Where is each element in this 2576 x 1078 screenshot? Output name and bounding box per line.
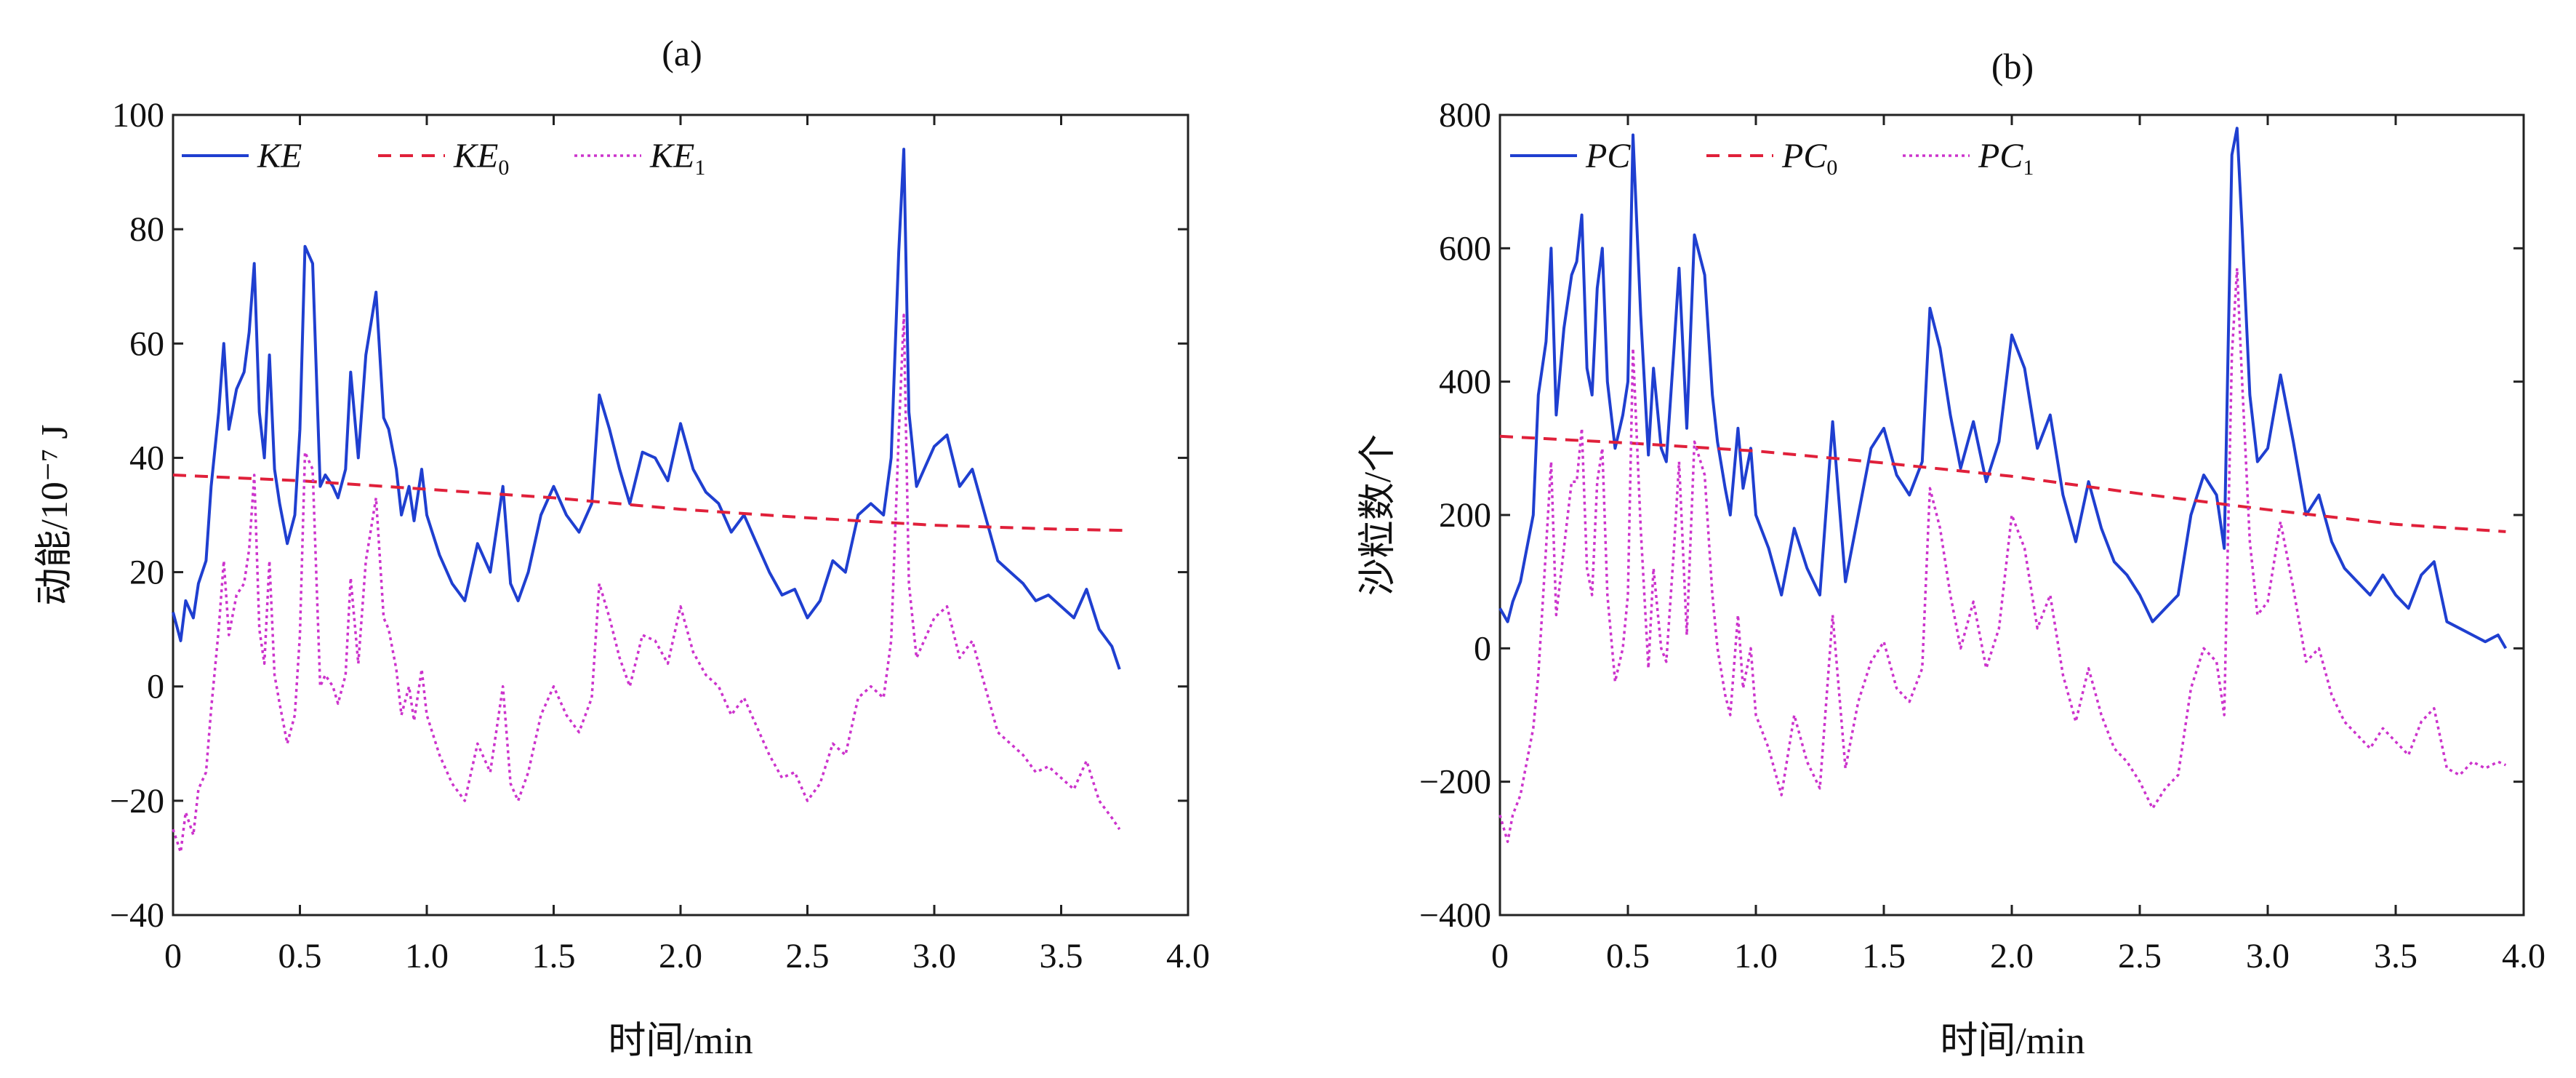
y-tick-label: −200 bbox=[1419, 763, 1491, 802]
x-tick-label: 2.0 bbox=[1990, 937, 2034, 975]
series-line-ke bbox=[172, 148, 1121, 670]
x-tick-label: 0.5 bbox=[1606, 937, 1650, 975]
series-lines bbox=[1498, 127, 2508, 843]
x-tick-label: 1.0 bbox=[405, 937, 449, 975]
y-tick-label: 0 bbox=[147, 668, 164, 706]
series-line-ke1 bbox=[172, 314, 1121, 854]
y-tick-labels: −400 −200 0 200 400 600 800 bbox=[1419, 96, 2524, 935]
x-tick-label: 4.0 bbox=[1166, 937, 1210, 975]
x-tick-label: 3.5 bbox=[1040, 937, 1083, 975]
legend-label-pc: PC bbox=[1585, 137, 1631, 175]
x-tick-label: 2.5 bbox=[2118, 937, 2162, 975]
legend: KE KE0 KE1 bbox=[182, 137, 705, 180]
x-tick-label: 2.5 bbox=[786, 937, 830, 975]
x-tick-label: 1.5 bbox=[532, 937, 576, 975]
x-tick-label: 4.0 bbox=[2502, 937, 2545, 975]
y-tick-label: 200 bbox=[1439, 496, 1491, 535]
y-tick-label: −20 bbox=[110, 782, 164, 821]
panel-label: (a) bbox=[662, 33, 702, 73]
y-tick-label: 0 bbox=[1474, 629, 1491, 668]
legend-label-ke1: KE1 bbox=[649, 137, 705, 180]
x-tick-label: 3.5 bbox=[2374, 937, 2417, 975]
y-axis-label: 动能/10⁻⁷ J bbox=[34, 424, 76, 605]
series-line-ke0 bbox=[172, 474, 1125, 532]
x-axis-label: 时间/min bbox=[1940, 1021, 2085, 1062]
chart-panel-a: (a) −40 −20 0 20 40 60 80 100 0 0.5 1.0 1.5 2.0 2.5 3… bbox=[34, 33, 1210, 1062]
y-axis-label: 沙粒数/个 bbox=[1357, 434, 1399, 596]
y-tick-label: −400 bbox=[1419, 896, 1491, 935]
y-tick-labels: −40 −20 0 20 40 60 80 100 bbox=[110, 96, 1188, 935]
y-tick-label: 60 bbox=[129, 324, 164, 363]
panel-label: (b) bbox=[1991, 46, 2034, 87]
x-axis-label: 时间/min bbox=[608, 1021, 753, 1062]
x-tick-label: 1.5 bbox=[1862, 937, 1906, 975]
x-tick-label: 0 bbox=[1491, 937, 1509, 975]
legend-label-ke: KE bbox=[257, 137, 302, 175]
x-tick-label: 1.0 bbox=[1734, 937, 1778, 975]
series-line-pc bbox=[1498, 127, 2508, 650]
y-tick-label: 400 bbox=[1439, 363, 1491, 402]
x-tick-label: 2.0 bbox=[659, 937, 702, 975]
y-tick-label: −40 bbox=[110, 896, 164, 935]
series-lines bbox=[172, 148, 1125, 854]
legend: PC PC0 PC1 bbox=[1510, 137, 2034, 180]
y-tick-label: 20 bbox=[129, 554, 164, 592]
chart-panel-b: (b) −400 −200 0 200 400 600 800 0 0.5 1.0 1.5 2.0 2… bbox=[1357, 46, 2545, 1062]
legend-label-ke0: KE0 bbox=[453, 137, 509, 180]
plot-frame bbox=[1498, 113, 2525, 917]
legend-label-pc1: PC1 bbox=[1978, 137, 2034, 180]
series-line-pc1 bbox=[1498, 267, 2507, 843]
y-tick-label: 800 bbox=[1439, 96, 1491, 135]
y-tick-label: 100 bbox=[112, 96, 164, 135]
series-line-pc0 bbox=[1499, 434, 2506, 533]
y-tick-label: 600 bbox=[1439, 229, 1491, 268]
plot-frame bbox=[172, 113, 1189, 917]
y-tick-label: 80 bbox=[129, 210, 164, 249]
x-tick-label: 3.0 bbox=[2246, 937, 2290, 975]
x-tick-labels: 0 0.5 1.0 1.5 2.0 2.5 3.0 3.5 4.0 bbox=[1491, 115, 2545, 975]
x-tick-labels: 0 0.5 1.0 1.5 2.0 2.5 3.0 3.5 4.0 bbox=[164, 115, 1210, 975]
x-tick-label: 3.0 bbox=[912, 937, 956, 975]
x-tick-label: 0.5 bbox=[278, 937, 322, 975]
y-tick-label: 40 bbox=[129, 439, 164, 477]
x-tick-label: 0 bbox=[164, 937, 182, 975]
legend-label-pc0: PC0 bbox=[1781, 137, 1837, 180]
